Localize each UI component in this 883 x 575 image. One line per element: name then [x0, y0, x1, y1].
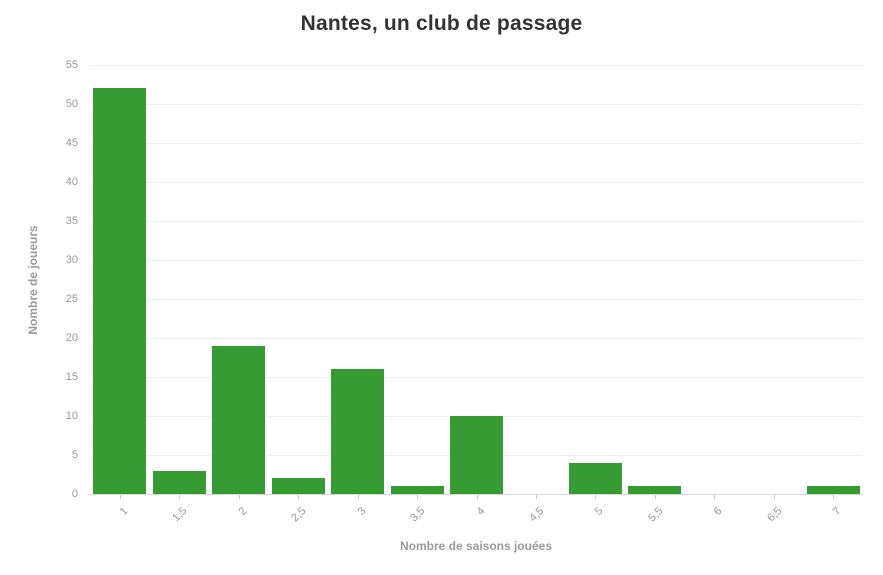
x-tick-mark [357, 495, 359, 499]
y-tick-label: 10 [65, 410, 78, 422]
x-tick-mark [595, 495, 597, 499]
y-tick-label: 45 [65, 137, 78, 149]
bar [806, 486, 860, 494]
x-tick-mark [654, 495, 656, 499]
x-tick-mark [833, 495, 835, 499]
x-tick-label: 5,5 [646, 505, 666, 525]
x-tick-mark [298, 495, 300, 499]
gridline [90, 182, 863, 183]
gridline [90, 338, 863, 339]
bar [390, 486, 444, 494]
x-tick-mark [535, 495, 537, 499]
x-tick-label: 6,5 [764, 505, 785, 525]
x-tick-mark [714, 495, 716, 499]
x-tick-label: 5 [593, 505, 606, 518]
bar [331, 369, 385, 494]
x-axis-line [90, 494, 863, 495]
y-tick-label: 50 [65, 98, 78, 110]
bar [271, 478, 325, 494]
x-tick-label: 4,5 [527, 505, 547, 525]
chart-title: Nantes, un club de passage [300, 12, 583, 35]
x-tick-label: 6 [712, 505, 725, 518]
bar [152, 470, 206, 494]
gridline [90, 260, 863, 261]
bar [450, 416, 503, 494]
y-tick-label: 40 [65, 176, 78, 188]
bar [93, 88, 147, 494]
y-tick-label: 35 [65, 215, 78, 227]
y-tick-label: 15 [65, 371, 78, 383]
x-tick-mark [179, 495, 181, 499]
gridline [90, 104, 863, 105]
x-tick-label: 2 [236, 505, 250, 518]
bar [628, 486, 682, 494]
gridline [90, 65, 863, 66]
y-tick-label: 30 [65, 254, 78, 266]
x-axis-title: Nombre de saisons jouées [399, 539, 553, 553]
x-tick-label: 3 [355, 505, 369, 518]
gridline [90, 143, 863, 144]
y-tick-label: 55 [65, 59, 78, 71]
x-tick-label: 7 [830, 505, 844, 518]
x-tick-label: 2,5 [289, 505, 309, 525]
gridline [90, 221, 863, 222]
gridline [90, 299, 863, 300]
y-tick-label: 5 [71, 449, 78, 461]
x-tick-label: 1,5 [170, 505, 190, 525]
x-tick-label: 3,5 [408, 505, 428, 525]
y-tick-label: 20 [65, 332, 78, 344]
y-axis-title: Nombre de joueurs [26, 225, 40, 335]
gridline [90, 377, 863, 378]
bar [212, 345, 266, 494]
x-tick-label: 1 [117, 505, 131, 518]
x-tick-mark [773, 495, 775, 499]
bar [568, 462, 622, 494]
x-tick-mark [119, 495, 121, 499]
y-tick-label: 0 [71, 488, 78, 500]
x-tick-mark [238, 495, 240, 499]
y-tick-label: 25 [65, 293, 78, 305]
x-tick-label: 4 [474, 505, 487, 518]
x-tick-mark [417, 495, 419, 499]
x-tick-mark [476, 495, 478, 499]
